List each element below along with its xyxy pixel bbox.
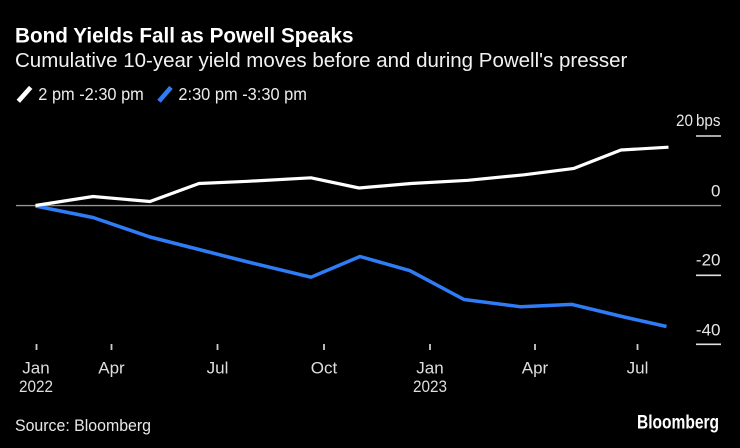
svg-text:-20: -20: [696, 251, 721, 270]
svg-text:Bond Yields Fall as Powell Spe: Bond Yields Fall as Powell Speaks: [15, 24, 354, 48]
svg-text:2022: 2022: [19, 377, 53, 396]
svg-text:Apr: Apr: [522, 359, 549, 378]
svg-text:Source: Bloomberg: Source: Bloomberg: [15, 416, 151, 435]
svg-text:-40: -40: [696, 321, 721, 340]
svg-text:Jan: Jan: [416, 359, 443, 378]
svg-text:0: 0: [711, 182, 720, 201]
svg-text:Oct: Oct: [311, 359, 338, 378]
svg-text:2 pm -2:30 pm: 2 pm -2:30 pm: [38, 84, 144, 104]
svg-text:2023: 2023: [413, 377, 447, 396]
svg-text:20 bps: 20 bps: [676, 111, 721, 130]
svg-text:Jan: Jan: [22, 359, 49, 378]
svg-text:Cumulative 10-year yield moves: Cumulative 10-year yield moves before an…: [15, 49, 628, 72]
svg-text:Bloomberg: Bloomberg: [637, 413, 719, 434]
svg-text:Apr: Apr: [98, 359, 125, 378]
svg-text:Jul: Jul: [627, 359, 649, 378]
svg-text:Jul: Jul: [207, 359, 229, 378]
svg-text:2:30 pm -3:30 pm: 2:30 pm -3:30 pm: [178, 84, 307, 104]
